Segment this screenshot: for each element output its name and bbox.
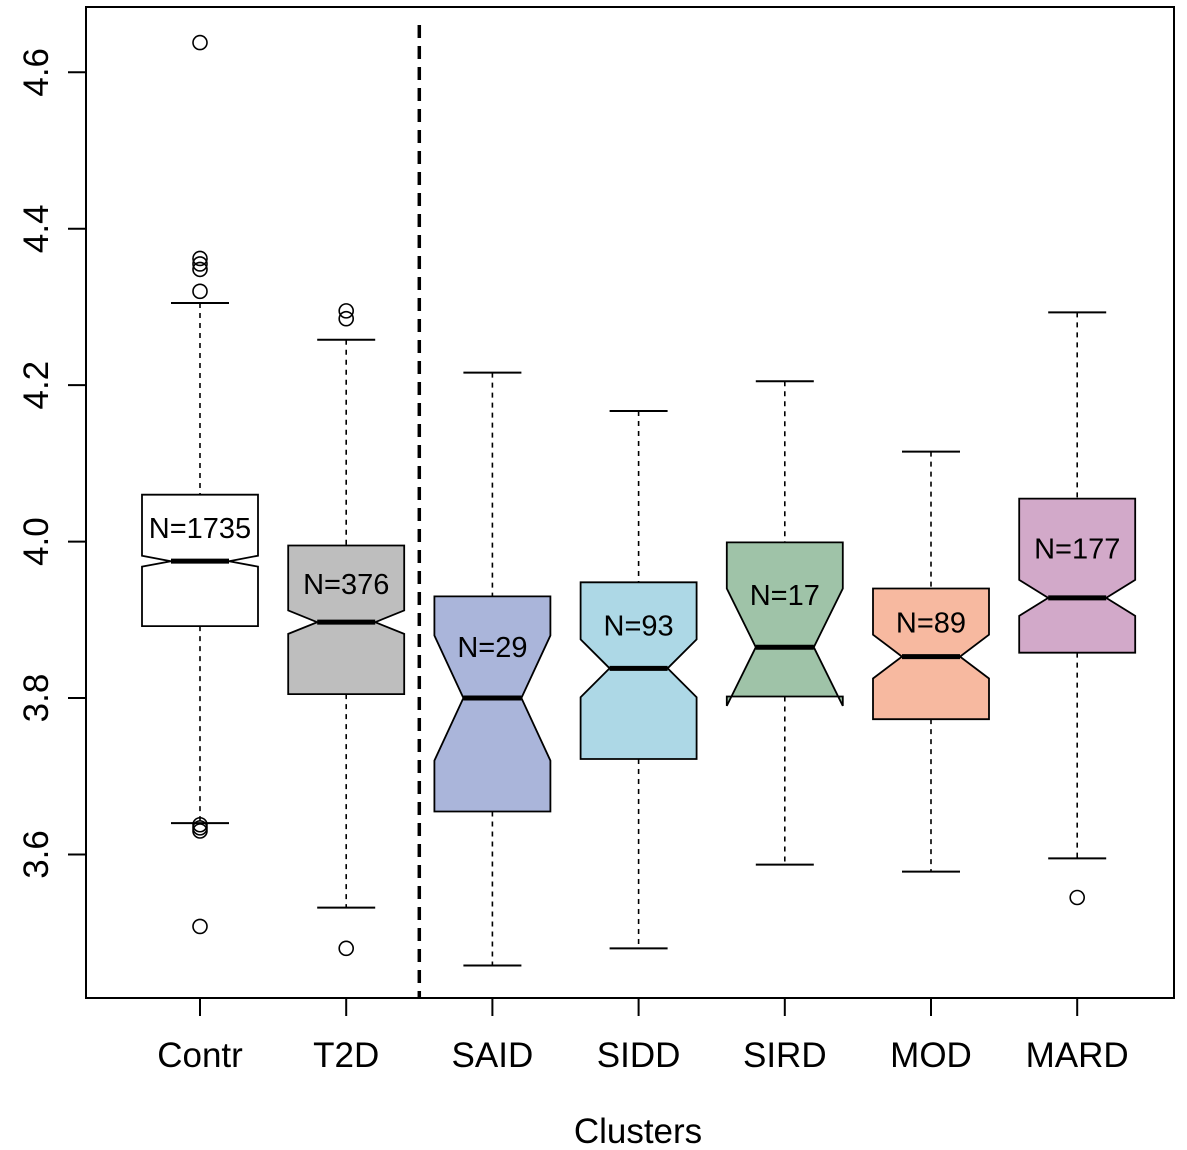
y-tick-label: 4.0 [17, 517, 56, 566]
outlier-point [192, 918, 208, 935]
box-group-contr: N=1735 [141, 34, 259, 935]
y-tick-label: 4.2 [17, 361, 56, 410]
notched-box [872, 587, 990, 721]
outlier-point [1069, 889, 1085, 906]
box-group-t2d: N=376 [287, 303, 406, 957]
notched-box [433, 595, 552, 813]
outlier-point [338, 303, 355, 319]
x-axis-title: Clusters [574, 1112, 702, 1150]
x-tick-label: SIRD [743, 1036, 827, 1075]
box-groups: N=1735 N=376 N=29 N=93 N=17 N=89 N=177 [141, 34, 1137, 967]
box-group-sidd: N=93 [579, 409, 698, 950]
x-tick-label: SIDD [597, 1036, 681, 1075]
n-label: N=93 [604, 610, 674, 642]
y-tick-label: 4.4 [17, 204, 56, 253]
n-label: N=1735 [149, 513, 251, 545]
y-axis: 3.6 3.8 4.0 4.2 4.4 4.6 [17, 48, 87, 879]
notched-box [1018, 497, 1137, 654]
n-label: N=17 [750, 580, 820, 612]
x-tick-label: SAID [452, 1036, 534, 1075]
n-label: N=376 [303, 569, 389, 601]
y-tick-label: 3.6 [17, 830, 56, 879]
x-tick-label: T2D [313, 1036, 379, 1075]
box-group-sird: N=17 [725, 380, 844, 866]
y-tick-label: 4.6 [17, 48, 56, 97]
x-axis: Contr T2D SAID SIDD SIRD MOD MARD [157, 998, 1129, 1075]
outlier-point [192, 256, 208, 272]
box-group-mard: N=177 [1018, 311, 1137, 906]
n-label: N=177 [1034, 533, 1120, 565]
n-label: N=89 [896, 608, 966, 640]
outlier-point [192, 250, 208, 267]
n-label: N=29 [457, 632, 527, 664]
outlier-point [192, 261, 208, 278]
outlier-point [192, 283, 208, 300]
y-tick-label: 3.8 [17, 674, 56, 723]
notched-box [725, 541, 844, 707]
outlier-point [338, 310, 355, 327]
x-tick-label: MARD [1026, 1036, 1129, 1075]
x-tick-label: MOD [890, 1036, 972, 1075]
outlier-point [338, 940, 355, 957]
outlier-point [192, 823, 208, 839]
box-group-mod: N=89 [872, 450, 990, 873]
outlier-point [192, 34, 208, 51]
box-group-said: N=29 [433, 371, 552, 967]
x-tick-label: Contr [157, 1036, 243, 1075]
